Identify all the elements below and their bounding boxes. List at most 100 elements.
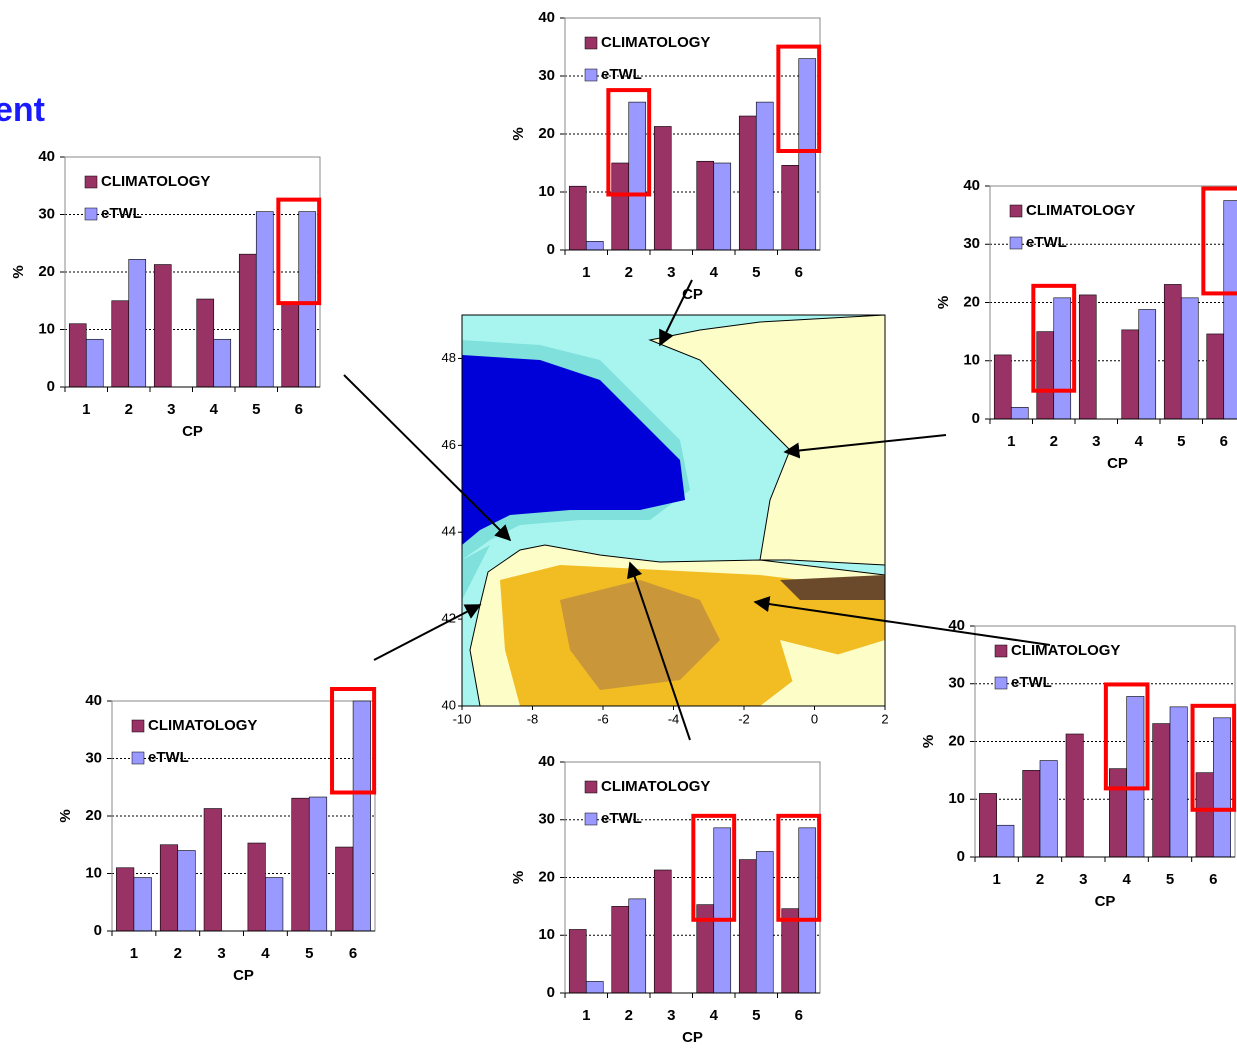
y-axis-label: % <box>510 127 527 140</box>
legend-label: CLIMATOLOGY <box>601 34 710 51</box>
lat-tick-label: 48 <box>442 350 456 365</box>
legend-swatch <box>995 645 1007 657</box>
map-image <box>462 315 885 706</box>
x-tick-label: 1 <box>82 401 90 418</box>
y-tick-label: 20 <box>85 807 102 824</box>
lon-tick-label: -2 <box>738 711 750 726</box>
bar <box>1181 298 1198 419</box>
x-tick-label: 2 <box>1050 433 1058 450</box>
bar <box>979 793 996 857</box>
bar <box>629 102 646 250</box>
lon-tick-label: -4 <box>668 711 680 726</box>
bar <box>782 165 799 250</box>
legend-swatch <box>1010 237 1022 249</box>
bar <box>1224 201 1237 419</box>
bar <box>997 825 1014 857</box>
y-tick-label: 30 <box>538 67 555 84</box>
bar <box>116 868 134 931</box>
bar <box>160 845 178 931</box>
bar <box>292 798 310 931</box>
bar <box>248 843 266 931</box>
y-tick-label: 40 <box>85 692 102 709</box>
legend-label: CLIMATOLOGY <box>1026 202 1135 219</box>
y-tick-label: 30 <box>963 235 980 252</box>
lon-tick-label: -8 <box>527 711 539 726</box>
x-tick-label: 1 <box>130 945 138 962</box>
y-tick-label: 0 <box>957 848 965 865</box>
page: {"slide": {"title": "ent"}, "chart_data"… <box>0 0 1237 1058</box>
x-tick-label: 6 <box>1220 433 1228 450</box>
x-tick-label: 4 <box>710 1007 719 1024</box>
y-tick-label: 0 <box>94 922 102 939</box>
bar <box>612 163 629 250</box>
x-axis-label: CP <box>182 423 203 440</box>
bar <box>1170 707 1187 857</box>
legend-label: CLIMATOLOGY <box>1011 642 1120 659</box>
lon-tick-label: -10 <box>453 711 472 726</box>
legend-label: CLIMATOLOGY <box>148 717 257 734</box>
slide: ent 010203040CLIMATOLOGYeTWL123456CP%010… <box>0 0 1237 1058</box>
x-axis-label: CP <box>233 967 254 984</box>
x-tick-label: 2 <box>625 1007 633 1024</box>
y-tick-label: 30 <box>538 811 555 828</box>
x-axis-label: CP <box>682 1029 703 1046</box>
y-tick-label: 10 <box>963 352 980 369</box>
bar <box>1196 773 1213 857</box>
bar <box>739 116 756 250</box>
bar <box>739 860 756 993</box>
legend-swatch <box>132 720 144 732</box>
y-tick-label: 40 <box>538 753 555 770</box>
lat-tick-label: 44 <box>442 524 456 539</box>
bar <box>654 870 671 993</box>
x-tick-label: 5 <box>252 401 260 418</box>
bar <box>756 852 773 993</box>
bar <box>112 301 129 387</box>
legend-swatch <box>585 69 597 81</box>
x-tick-label: 2 <box>1036 871 1044 888</box>
bar <box>1109 769 1126 857</box>
bar <box>714 828 731 993</box>
bar <box>69 324 86 387</box>
x-tick-label: 1 <box>992 871 1000 888</box>
bar <box>134 878 152 931</box>
x-tick-label: 5 <box>1177 433 1185 450</box>
y-axis-label: % <box>57 809 74 822</box>
y-tick-label: 10 <box>538 926 555 943</box>
x-tick-label: 5 <box>1166 871 1174 888</box>
bar-chart: 010203040CLIMATOLOGYeTWL123456CP% <box>935 177 1237 472</box>
bar <box>799 59 816 250</box>
legend-swatch <box>85 208 97 220</box>
y-tick-label: 0 <box>547 241 555 258</box>
legend-swatch <box>85 176 97 188</box>
slide-title: ent <box>0 91 45 129</box>
bar <box>569 929 586 993</box>
legend-swatch <box>1010 205 1022 217</box>
y-tick-label: 40 <box>538 9 555 26</box>
x-tick-label: 4 <box>1122 871 1131 888</box>
y-tick-label: 20 <box>948 732 965 749</box>
y-tick-label: 10 <box>85 864 102 881</box>
x-tick-label: 6 <box>795 1007 803 1024</box>
y-tick-label: 30 <box>948 675 965 692</box>
bar <box>612 906 629 993</box>
y-tick-label: 10 <box>948 790 965 807</box>
bar <box>1122 330 1139 419</box>
x-tick-label: 4 <box>261 945 270 962</box>
x-tick-label: 4 <box>210 401 219 418</box>
bar <box>714 163 731 250</box>
y-tick-label: 0 <box>547 984 555 1001</box>
legend-label: eTWL <box>1011 674 1052 691</box>
y-axis-label: % <box>510 871 527 884</box>
y-axis-label: % <box>920 735 937 748</box>
x-tick-label: 3 <box>1092 433 1100 450</box>
bar <box>1040 761 1057 857</box>
legend-swatch <box>585 781 597 793</box>
bar <box>1213 718 1230 857</box>
x-tick-label: 4 <box>710 264 719 281</box>
bar-chart: 010203040CLIMATOLOGYeTWL123456CP% <box>10 148 320 440</box>
y-axis-label: % <box>10 265 27 278</box>
lon-tick-label: 2 <box>881 711 888 726</box>
